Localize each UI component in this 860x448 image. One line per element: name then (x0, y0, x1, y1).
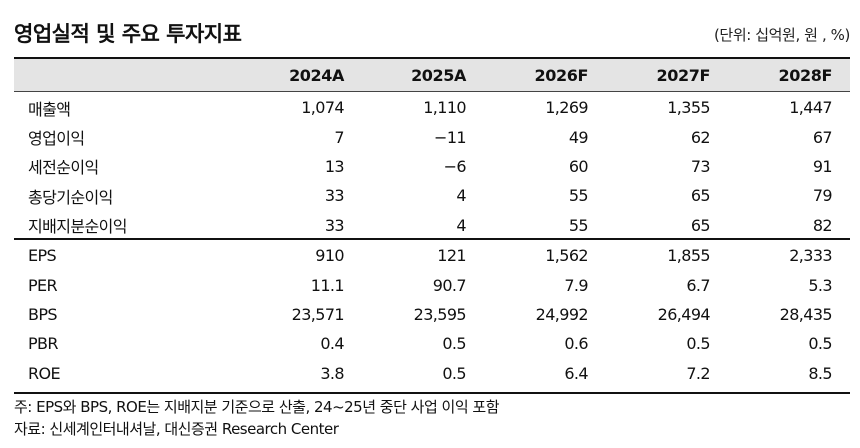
row-label: 매출액 (28, 99, 71, 119)
table-cell: 8.5 (808, 363, 832, 383)
table-cell: 1,355 (667, 98, 710, 118)
row-label: BPS (28, 304, 58, 324)
column-header: 2028F (778, 65, 833, 85)
table-cell: 82 (812, 215, 833, 235)
header-table: 2024A 2025A 2026F 2027F 2028F (14, 59, 850, 91)
row-label: PER (28, 275, 58, 295)
table-row: 세전순이익 13 −6 60 73 91 (14, 152, 850, 181)
table-cell: 7.9 (564, 275, 588, 295)
table-row: 영업이익 7 −11 49 62 67 (14, 122, 850, 151)
table-cell: 0.4 (320, 334, 344, 354)
column-header: 2026F (534, 65, 589, 85)
table-cell: 0.5 (442, 334, 466, 354)
table-cell: 1,110 (423, 98, 466, 118)
footnote: 주: EPS와 BPS, ROE는 지배지분 기준으로 산출, 24~25년 중… (14, 398, 500, 416)
table-cell: 13 (324, 156, 345, 176)
table-cell: 1,855 (667, 246, 710, 266)
top-rule (14, 57, 850, 59)
table-cell: 4 (456, 186, 466, 206)
table-cell: 0.5 (442, 363, 466, 383)
table-cell: 7 (334, 127, 344, 147)
table-row: BPS 23,571 23,595 24,992 26,494 28,435 (14, 300, 850, 329)
title-row: 영업실적 및 주요 투자지표 (단위: 십억원, 원 , %) (14, 18, 850, 50)
table-cell: 4 (456, 215, 466, 235)
table-cell: 11.1 (310, 275, 345, 295)
header-blank (14, 59, 240, 91)
table-cell: 1,447 (789, 98, 832, 118)
table-row: PER 11.1 90.7 7.9 6.7 5.3 (14, 270, 850, 299)
table-cell: 910 (315, 246, 344, 266)
table-cell: 6.7 (686, 275, 710, 295)
table-cell: 1,074 (301, 98, 344, 118)
table-row: 매출액 1,074 1,110 1,269 1,355 1,447 (14, 93, 850, 122)
group-divider (14, 238, 850, 240)
table-cell: 5.3 (808, 275, 832, 295)
bottom-rule (14, 392, 850, 394)
source-note: 자료: 신세계인터내셔날, 대신증권 Research Center (14, 420, 339, 438)
column-header: 2025A (411, 65, 466, 85)
table-cell: 60 (568, 156, 589, 176)
table-cell: 28,435 (779, 304, 833, 324)
table-cell: 73 (690, 156, 711, 176)
row-label: 지배지분순이익 (28, 217, 127, 237)
table-cell: −11 (434, 127, 467, 147)
header-rule (14, 91, 850, 92)
table-cell: 2,333 (789, 246, 832, 266)
unit-label: (단위: 십억원, 원 , %) (713, 26, 850, 44)
row-label: 세전순이익 (28, 158, 99, 178)
column-header: 2027F (656, 65, 711, 85)
table-cell: 65 (690, 186, 711, 206)
table-cell: 49 (568, 127, 589, 147)
table-cell: 23,595 (413, 304, 467, 324)
indicator-table: EPS 910 121 1,562 1,855 2,333 PER 11.1 90.7 7.9 6.… (14, 241, 850, 388)
header-row: 2024A 2025A 2026F 2027F 2028F (14, 59, 850, 91)
table-row: PBR 0.4 0.5 0.6 0.5 0.5 (14, 329, 850, 358)
row-label: EPS (28, 246, 57, 266)
table-cell: 0.5 (686, 334, 710, 354)
table-cell: 55 (568, 215, 589, 235)
table-row: 총당기순이익 33 4 55 65 79 (14, 181, 850, 210)
column-header: 2024A (289, 65, 344, 85)
table-cell: −6 (443, 156, 467, 176)
table-row: 지배지분순이익 33 4 55 65 82 (14, 211, 850, 240)
earnings-table: 매출액 1,074 1,110 1,269 1,355 1,447 영업이익 7 −11 49 62… (14, 93, 850, 240)
table-cell: 0.5 (808, 334, 832, 354)
table-cell: 67 (812, 127, 833, 147)
table-cell: 55 (568, 186, 589, 206)
table-cell: 79 (812, 186, 833, 206)
table-row: EPS 910 121 1,562 1,855 2,333 (14, 241, 850, 270)
page-title: 영업실적 및 주요 투자지표 (14, 22, 242, 46)
table-cell: 90.7 (432, 275, 467, 295)
table-cell: 65 (690, 215, 711, 235)
table-cell: 33 (324, 215, 345, 235)
table-cell: 24,992 (535, 304, 589, 324)
table-cell: 0.6 (564, 334, 588, 354)
table-row: ROE 3.8 0.5 6.4 7.2 8.5 (14, 359, 850, 388)
row-label: ROE (28, 363, 61, 383)
table-cell: 26,494 (657, 304, 711, 324)
row-label: 총당기순이익 (28, 187, 113, 207)
table-cell: 121 (437, 246, 466, 266)
table-cell: 3.8 (320, 363, 344, 383)
header-band (14, 59, 850, 91)
table-cell: 62 (690, 127, 711, 147)
table-cell: 1,562 (545, 246, 588, 266)
table-cell: 33 (324, 186, 345, 206)
row-label: 영업이익 (28, 129, 85, 149)
table-cell: 23,571 (291, 304, 345, 324)
table-cell: 1,269 (545, 98, 588, 118)
notes: 주: EPS와 BPS, ROE는 지배지분 기준으로 산출, 24~25년 중… (14, 396, 850, 440)
table-cell: 7.2 (686, 363, 710, 383)
table-cell: 91 (812, 156, 833, 176)
row-label: PBR (28, 334, 59, 354)
table-cell: 6.4 (564, 363, 588, 383)
